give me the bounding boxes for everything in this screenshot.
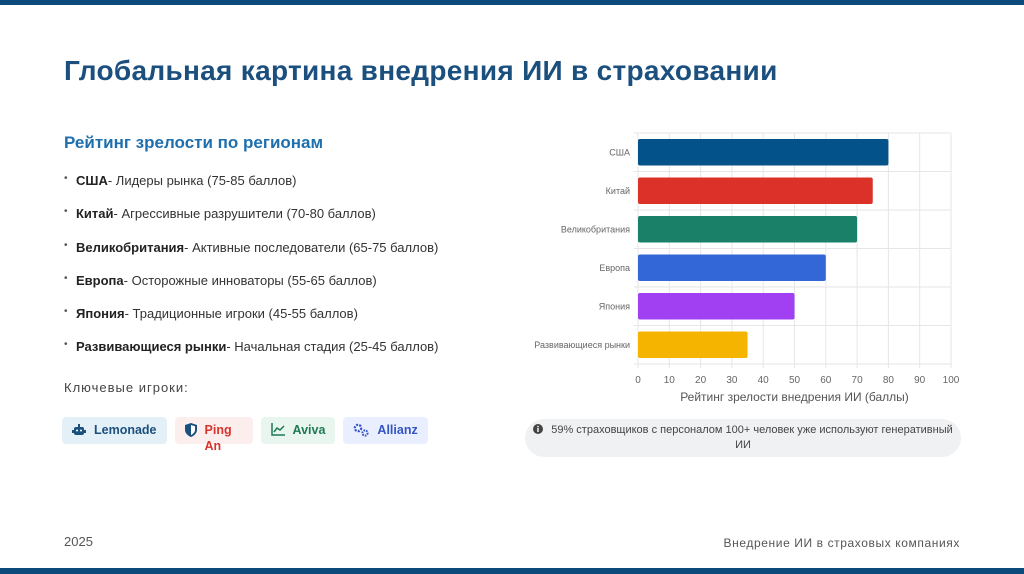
region-list: • США - Лидеры рынка (75-85 баллов) • Китай… [64,173,438,373]
top-border [0,0,1024,5]
region-desc: - Начальная стадия (25-45 баллов) [226,339,439,355]
list-item: • Европа - Осторожные инноваторы (55-65 ба… [64,272,377,288]
player-chip-ping-an[interactable]: Ping An [174,417,253,453]
region-name: Япония [76,306,125,322]
chip-label: Allianz [377,423,418,437]
shield-icon [184,423,197,437]
player-chip-aviva[interactable]: Aviva [260,417,336,444]
player-chips: Lemonade Ping An Aviva Allianz [62,417,428,453]
y-tick-label: Европа [599,263,630,273]
x-tick-label: 50 [789,375,801,386]
bottom-border [0,568,1024,574]
info-icon [533,424,544,434]
x-tick-label: 80 [883,375,895,386]
list-item: • Китай - Агрессивные разрушители (70-80 б… [64,206,376,222]
region-name: Китай [76,206,114,222]
region-desc: - Лидеры рынка (75-85 баллов) [107,173,297,188]
maturity-bar-chart: 0 10 20 30 40 50 60 70 80 90 100 США Китай Великобрит… [534,132,960,404]
y-tick-label: Развивающиеся рынки [534,340,630,350]
y-tick-label: Япония [599,301,630,311]
x-tick-label: 60 [820,375,832,386]
region-desc: - Осторожные инноваторы (55-65 баллов) [123,272,377,288]
robot-icon [72,424,86,435]
region-name: Европа [76,272,124,288]
region-desc: - Агрессивные разрушители (70-80 баллов) [113,206,376,222]
x-tick-label: 0 [635,375,641,386]
chip-label: Lemonade [94,423,157,437]
list-item: • Развивающиеся рынки - Начальная стадия (… [64,339,439,355]
list-item: • Япония - Традиционные игроки (45-55 балл… [64,306,358,322]
bar [638,293,795,320]
x-tick-label: 100 [943,375,960,386]
bar [638,331,748,358]
list-item: • Великобритания - Активные последователи … [64,239,439,255]
x-tick-label: 10 [664,375,676,386]
x-tick-label: 40 [758,375,770,386]
y-tick-label: США [609,147,630,157]
region-name: Развивающиеся рынки [76,339,227,355]
region-name: США [76,173,108,188]
region-desc: - Традиционные игроки (45-55 баллов) [124,306,358,322]
bar [638,177,873,204]
bar [638,139,889,166]
footer-caption: Внедрение ИИ в страховых компаниях [723,536,960,550]
y-tick-label: Китай [606,186,630,196]
x-axis-label: Рейтинг зрелости внедрения ИИ (баллы) [680,390,909,404]
page-title: Глобальная картина внедрения ИИ в страхо… [64,55,778,86]
chip-label: Aviva [292,423,326,437]
footer-year: 2025 [64,534,93,549]
info-note: 59% страховщиков с персоналом 100+ челов… [525,419,961,457]
note-text: 59% страховщиков с персоналом 100+ челов… [551,424,953,451]
key-players-label: Ключевые игроки: [64,380,189,395]
region-name: Великобритания [76,239,185,255]
x-tick-label: 20 [695,375,707,386]
section-subtitle: Рейтинг зрелости по регионам [64,133,324,152]
chip-label: Ping An [204,423,232,453]
x-tick-label: 30 [726,375,738,386]
player-chip-allianz[interactable]: Allianz [343,417,428,444]
player-chip-lemonade[interactable]: Lemonade [62,417,167,444]
bar [638,254,826,281]
x-tick-label: 70 [852,375,864,386]
chart-line-icon [270,423,285,436]
x-tick-label: 90 [914,375,926,386]
y-tick-label: Великобритания [561,224,630,234]
bar [638,216,858,243]
list-item: • США - Лидеры рынка (75-85 баллов) [64,173,297,188]
cogs-icon [354,423,370,437]
region-desc: - Активные последователи (65-75 баллов) [184,239,439,255]
